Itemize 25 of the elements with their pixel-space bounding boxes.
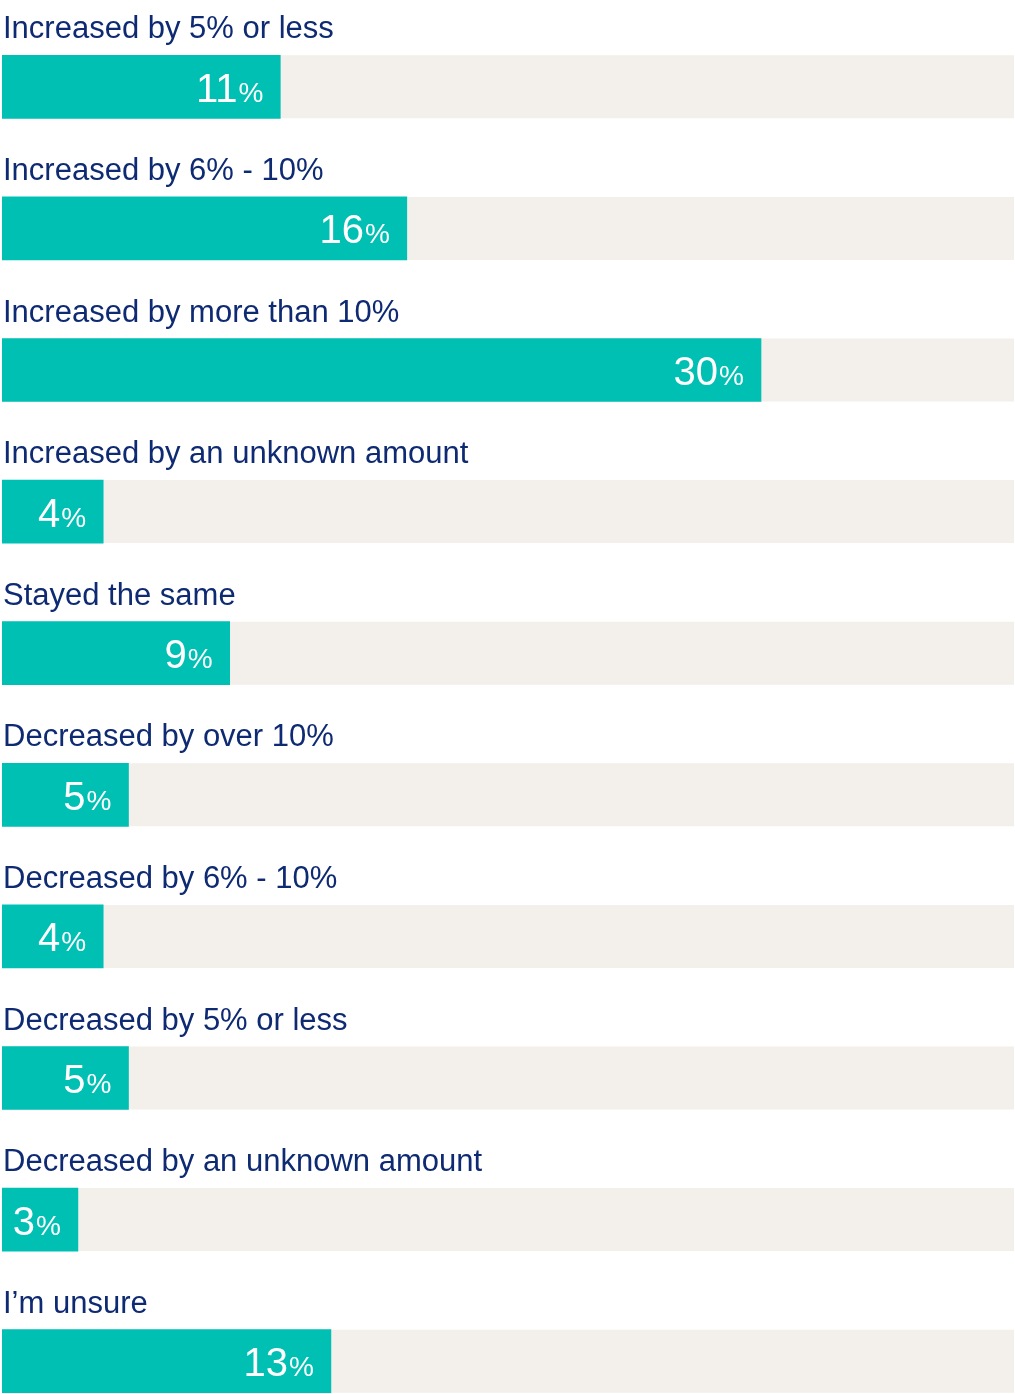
data-label: 30% [673, 349, 745, 393]
data-label: 4% [38, 915, 87, 960]
bar [2, 762, 129, 827]
y-tick-label: Decreased by 6% - 10% [3, 859, 338, 895]
bar [2, 479, 104, 544]
y-tick-label: Increased by 5% or less [3, 10, 334, 46]
data-label: 16% [319, 207, 390, 252]
y-tick-label: Decreased by an unknown amount [3, 1143, 483, 1179]
data-label: 5% [63, 773, 112, 818]
y-tick-label: Decreased by 5% or less [3, 1001, 348, 1037]
data-label: 13% [243, 1340, 314, 1385]
data-label: 4% [38, 490, 87, 535]
y-tick-label: I’m unsure [3, 1284, 148, 1320]
y-tick-label: Stayed the same [3, 576, 236, 612]
y-tick-label: Increased by 6% - 10% [3, 151, 324, 187]
data-label: 3% [12, 1198, 61, 1243]
y-tick-label: Increased by an unknown amount [3, 435, 469, 471]
y-tick-label: Decreased by over 10% [3, 718, 334, 754]
data-label: 11% [195, 65, 264, 110]
data-label: 9% [164, 632, 213, 677]
y-tick-label: Increased by more than 10% [3, 293, 400, 329]
bar [2, 621, 231, 686]
bar [2, 1046, 129, 1110]
bar [2, 904, 104, 969]
data-label: 5% [63, 1057, 112, 1101]
